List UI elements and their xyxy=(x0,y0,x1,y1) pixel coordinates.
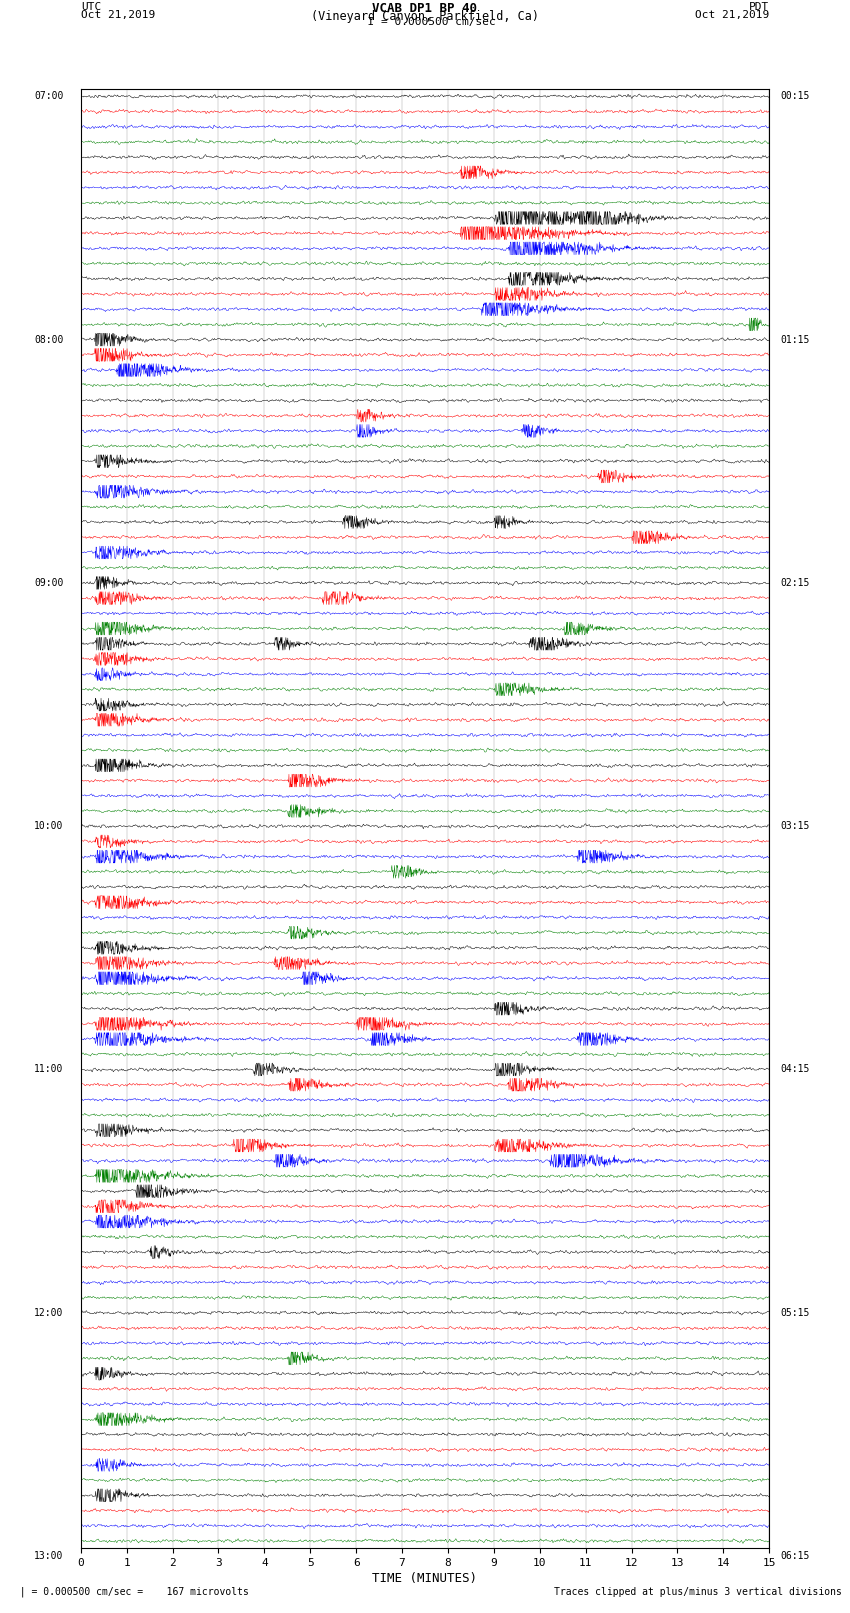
Text: 03:15: 03:15 xyxy=(780,821,810,831)
Text: 05:15: 05:15 xyxy=(780,1308,810,1318)
Text: 02:15: 02:15 xyxy=(780,577,810,587)
Text: 08:00: 08:00 xyxy=(34,334,63,345)
Text: (Vineyard Canyon, Parkfield, Ca): (Vineyard Canyon, Parkfield, Ca) xyxy=(311,10,539,23)
Text: I = 0.000500 cm/sec: I = 0.000500 cm/sec xyxy=(354,18,496,27)
Text: 10:00: 10:00 xyxy=(34,821,63,831)
Text: | = 0.000500 cm/sec =    167 microvolts: | = 0.000500 cm/sec = 167 microvolts xyxy=(8,1586,249,1597)
Text: 01:15: 01:15 xyxy=(780,334,810,345)
Text: VCAB DP1 BP 40: VCAB DP1 BP 40 xyxy=(372,3,478,16)
Text: 09:00: 09:00 xyxy=(34,577,63,587)
Text: 12:00: 12:00 xyxy=(34,1308,63,1318)
X-axis label: TIME (MINUTES): TIME (MINUTES) xyxy=(372,1573,478,1586)
Text: Oct 21,2019: Oct 21,2019 xyxy=(695,10,769,19)
Text: PDT: PDT xyxy=(749,3,769,13)
Text: Traces clipped at plus/minus 3 vertical divisions: Traces clipped at plus/minus 3 vertical … xyxy=(553,1587,842,1597)
Text: 06:15: 06:15 xyxy=(780,1552,810,1561)
Text: 00:15: 00:15 xyxy=(780,92,810,102)
Text: 04:15: 04:15 xyxy=(780,1065,810,1074)
Text: 13:00: 13:00 xyxy=(34,1552,63,1561)
Text: Oct 21,2019: Oct 21,2019 xyxy=(81,10,155,19)
Text: UTC: UTC xyxy=(81,3,101,13)
Text: 07:00: 07:00 xyxy=(34,92,63,102)
Text: 11:00: 11:00 xyxy=(34,1065,63,1074)
